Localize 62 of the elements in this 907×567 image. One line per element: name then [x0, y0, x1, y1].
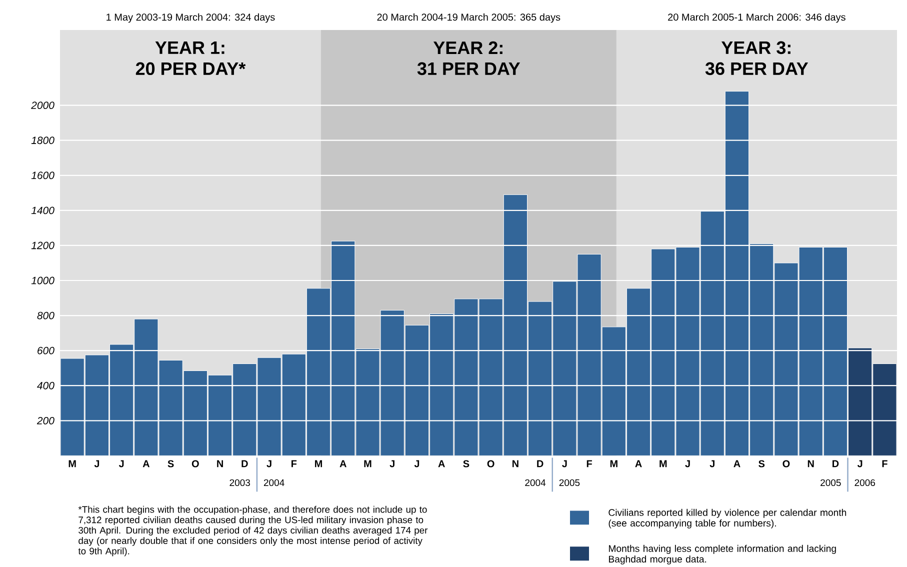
x-tick-label: O — [487, 460, 494, 468]
x-tick-label: D — [832, 460, 839, 468]
text: 2003 — [230, 479, 250, 486]
x-tick-label: S — [168, 460, 174, 468]
x-tick-label: A — [438, 460, 445, 468]
annotation: 31 PER DAY — [417, 62, 520, 76]
y-tick-label: 1200 — [31, 242, 54, 250]
x-tick-label: J — [685, 460, 690, 468]
x-tick-label: O — [192, 460, 199, 468]
annotation: 36 PER DAY — [705, 62, 808, 76]
text: 1 May 2003-19 March 2004: 324 days — [106, 13, 275, 23]
x-tick-label: S — [463, 460, 470, 468]
x-tick-label: F — [586, 460, 592, 468]
y-tick-label: 600 — [38, 346, 54, 354]
x-tick-label: A — [142, 460, 150, 468]
x-tick-label: N — [512, 460, 518, 468]
x-tick-label: J — [710, 460, 714, 468]
x-tick-label: N — [808, 460, 814, 468]
annotation: YEAR 3: — [721, 41, 790, 54]
x-tick-label: J — [414, 460, 420, 468]
text: 2005 — [820, 479, 841, 486]
x-tick-label: J — [562, 460, 567, 468]
x-tick-label: M — [610, 460, 618, 468]
y-tick-label: 1800 — [31, 136, 54, 144]
x-tick-label: S — [758, 460, 765, 468]
x-tick-label: D — [537, 460, 544, 468]
x-tick-label: A — [635, 460, 642, 468]
y-tick-label: 1000 — [31, 276, 54, 284]
x-tick-label: A — [734, 460, 740, 468]
text: 2006 — [854, 479, 876, 486]
annotation: YEAR 2: — [433, 41, 502, 54]
text: *This chart begins with the occupation-phase, and therefore does not include up to 7,312 reported civilian deaths caused during the US-led military invasion phase to 30th April. During the excluded period of 42 days civilian deaths averaged 174 per day (or nearly double that if one considers only the most intense period of activity to 9th April). — [78, 506, 428, 556]
x-tick-label: D — [242, 460, 248, 468]
x-tick-label: F — [882, 460, 888, 468]
text: 2004 — [525, 479, 546, 486]
x-tick-label: J — [266, 460, 272, 468]
y-tick-label: 200 — [36, 416, 54, 424]
x-tick-label: N — [217, 460, 223, 468]
x-tick-label: J — [390, 460, 394, 468]
x-tick-label: J — [857, 460, 862, 468]
legend-label: Months having less complete information and lacking Baghdad morgue data. — [608, 544, 836, 564]
text: 2005 — [559, 479, 580, 486]
x-tick-label: M — [68, 460, 76, 468]
x-tick-label: O — [782, 460, 790, 468]
text: 20 March 2004-19 March 2005: 365 days — [377, 13, 560, 23]
x-tick-label: F — [291, 460, 297, 468]
y-tick-label: 400 — [37, 382, 54, 390]
y-tick-label: 800 — [37, 312, 54, 320]
y-tick-label: 1400 — [31, 206, 54, 214]
y-tick-label: 2000 — [31, 102, 54, 110]
x-tick-label: A — [340, 460, 346, 468]
x-tick-label: M — [315, 460, 322, 468]
text: 20 March 2005-1 March 2006: 346 days — [668, 13, 846, 23]
x-tick-label: J — [118, 460, 124, 468]
text: 2004 — [264, 479, 284, 486]
annotation: YEAR 1: — [155, 41, 224, 54]
legend-label: Civilians reported killed by violence per calendar month (see accompanying table for numbers). — [608, 508, 846, 528]
y-tick-label: 1600 — [31, 172, 54, 180]
x-tick-label: J — [94, 460, 100, 468]
x-tick-label: M — [660, 460, 667, 468]
annotation: 20 PER DAY* — [136, 62, 246, 76]
x-tick-label: M — [364, 460, 372, 468]
